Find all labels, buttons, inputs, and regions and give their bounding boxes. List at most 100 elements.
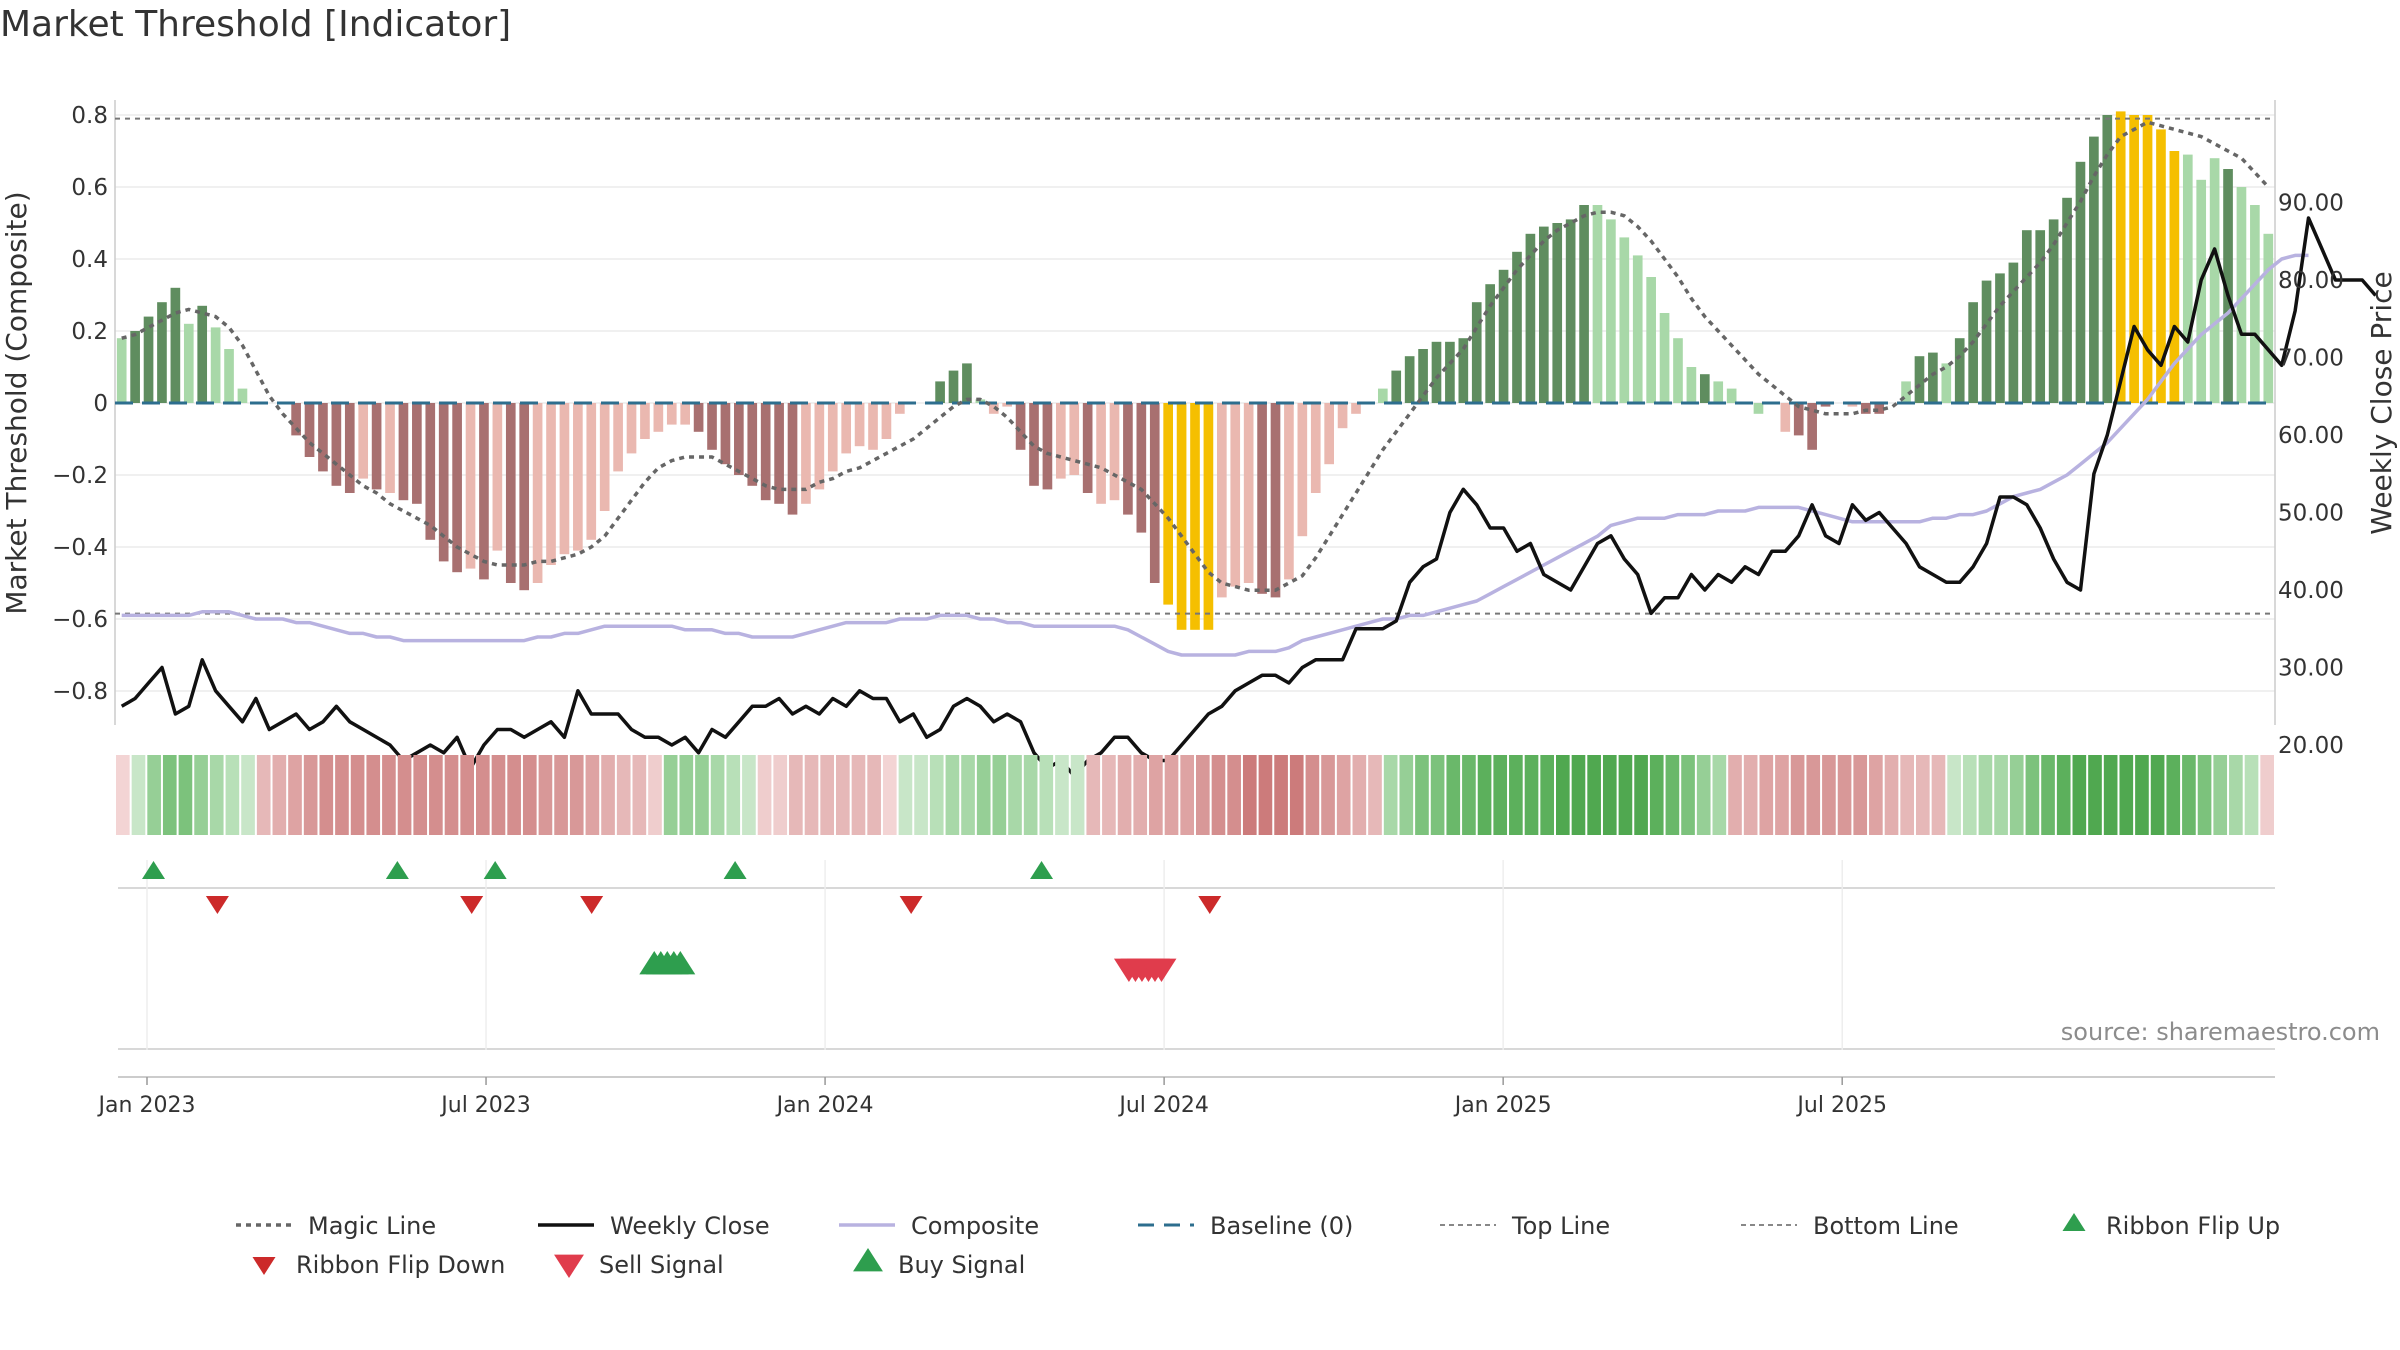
composite-bar [2115, 111, 2126, 404]
ribbon-flip-up-marker [723, 861, 747, 879]
sell-signal-marker [1146, 958, 1177, 982]
composite-bar [868, 403, 878, 450]
composite-bar [1458, 338, 1469, 403]
composite-bar [1686, 367, 1697, 403]
ribbon-cell [1947, 755, 1961, 835]
legend-label: Magic Line [308, 1212, 436, 1240]
signal-rows: Jan 2023 Jul 2023 Jan 2024 Jul 2024 Jan 2025… [97, 860, 2275, 1118]
ribbon-cell [366, 755, 381, 835]
ribbon-cell [1415, 755, 1429, 835]
composite-bar [344, 403, 355, 493]
ribbon-cell [2103, 755, 2118, 835]
ribbon-strip [116, 755, 2274, 835]
ribbon-cell [1775, 755, 1789, 835]
ribbon-cell [601, 755, 615, 835]
ribbon-cell [397, 755, 412, 835]
legend-item-composite: Composite [839, 1212, 1039, 1240]
ribbon-cell [413, 755, 428, 835]
legend-label: Composite [911, 1212, 1039, 1240]
composite-bars [116, 111, 2274, 630]
composite-bar [1793, 403, 1804, 436]
composite-bar [1270, 403, 1281, 598]
y-tick-left: −0.2 [52, 463, 108, 489]
ribbon-cell [162, 755, 177, 835]
legend-item-bottom: Bottom Line [1741, 1212, 1959, 1240]
ribbon-cell [726, 755, 741, 835]
y-tick-left: 0 [93, 391, 108, 417]
ribbon-cell [1117, 755, 1132, 835]
ribbon-cell [1086, 755, 1101, 835]
ribbon-cell [1822, 755, 1836, 835]
composite-bar [2236, 187, 2247, 403]
ribbon-flip-down-marker [460, 896, 484, 914]
ribbon-cell [1978, 755, 1993, 835]
ribbon-cell [2088, 755, 2102, 835]
y-tick-left: 0.2 [71, 319, 108, 345]
ribbon-cell [663, 755, 678, 835]
ribbon-cell [757, 755, 772, 835]
composite-bar [492, 403, 503, 551]
ribbon-cell [1336, 755, 1351, 835]
composite-bar [1874, 403, 1885, 414]
composite-bar [1445, 341, 1455, 403]
composite-bar [1257, 403, 1267, 594]
composite-bar [801, 403, 811, 504]
composite-bar [2156, 129, 2166, 403]
ribbon-cell [2135, 755, 2149, 835]
composite-bar [170, 287, 181, 403]
ribbon-cell [350, 755, 365, 835]
ribbon-cell [1728, 755, 1742, 835]
ribbon-cell [2056, 755, 2071, 835]
ribbon-cell [1493, 755, 1508, 835]
legend-swatch-buy [853, 1248, 883, 1272]
composite-bar [948, 370, 959, 403]
ribbon-cell [836, 755, 850, 835]
composite-bar [666, 403, 677, 425]
composite-bar [157, 302, 167, 403]
composite-bar [1525, 233, 1536, 403]
ribbon-cell [1368, 755, 1382, 835]
composite-bar [599, 403, 610, 511]
composite-bar [1753, 403, 1764, 414]
composite-bar [1297, 403, 1308, 537]
composite-bar [1968, 302, 1978, 403]
composite-bar [1847, 403, 1858, 407]
composite-bar [210, 327, 221, 403]
composite-bar [1056, 403, 1066, 479]
ribbon-cell [1649, 755, 1664, 835]
legend-swatch-sell [554, 1254, 584, 1278]
composite-bar [734, 403, 744, 475]
ribbon-cell [1023, 755, 1038, 835]
ribbon-cell [882, 755, 897, 835]
ribbon-cell [914, 755, 928, 835]
y-tick-left: −0.4 [52, 535, 108, 561]
ribbon-cell [1196, 755, 1210, 835]
ribbon-cell [789, 755, 803, 835]
y-tick-left: −0.6 [52, 607, 108, 633]
composite-bar [1284, 403, 1294, 580]
composite-bar [1404, 356, 1415, 403]
ribbon-cell [820, 755, 834, 835]
ribbon-cell [1681, 755, 1695, 835]
composite-bar [2048, 219, 2059, 403]
ribbon-cell [695, 755, 709, 835]
composite-bar [586, 403, 597, 540]
composite-bar [1820, 403, 1831, 407]
ribbon-cell [1806, 755, 1821, 835]
composite-bar [1217, 403, 1227, 598]
composite-bar [1498, 269, 1509, 403]
ribbon-cell [522, 755, 537, 835]
composite-bar [1538, 226, 1549, 403]
composite-bar [2263, 233, 2274, 403]
composite-bar [1471, 302, 1482, 403]
ribbon-cell [1524, 755, 1539, 835]
y-tick-right: 60.00 [2278, 423, 2344, 449]
legend: Magic Line Weekly Close Composite Baseline … [236, 1212, 2280, 1279]
ribbon-cell [1383, 755, 1398, 835]
composite-bar [1981, 280, 1992, 403]
x-tick-label: Jul 2025 [1795, 1093, 1887, 1118]
ribbon-cell [632, 755, 647, 835]
ribbon-cell [116, 755, 130, 835]
ribbon-cell [1509, 755, 1523, 835]
ribbon-flip-up-marker [1030, 861, 1054, 879]
